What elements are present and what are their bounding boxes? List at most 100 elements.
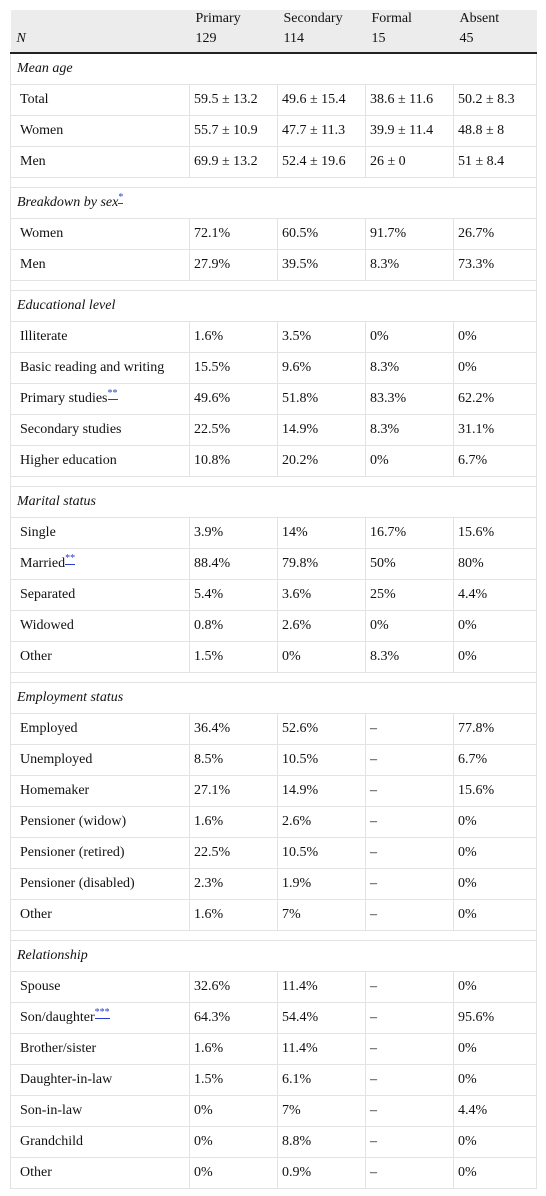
footnote-link[interactable]: ** <box>107 388 118 401</box>
row-label-cell: Primary studies** <box>10 383 190 415</box>
value-cell: 26.7% <box>453 218 537 250</box>
table-row: Other 0% 0.9% –0% <box>10 1157 537 1189</box>
value-cell: – <box>365 806 454 838</box>
value-cell: – <box>365 744 454 776</box>
value-cell: 1.6% <box>189 806 278 838</box>
value-cell: 2.6% <box>277 610 366 642</box>
value-cell: 52.4 ± 19.6 <box>277 146 366 178</box>
table-row: Pensioner (retired) 22.5% 10.5% –0% <box>10 837 537 869</box>
footnote-link[interactable]: ** <box>65 553 76 566</box>
value-cell: 14.9% <box>277 775 366 807</box>
section-spacer-cell <box>10 476 537 487</box>
value-cell: – <box>365 713 454 745</box>
section-header-row: Employment status <box>10 682 537 714</box>
value-cell: 11.4% <box>277 971 366 1003</box>
header-n-label: N <box>10 31 190 54</box>
value-cell: 0% <box>189 1157 278 1189</box>
value-cell: 77.8% <box>453 713 537 745</box>
value-cell: – <box>365 899 454 931</box>
table-row: Women 55.7 ± 10.9 47.7 ± 11.3 39.9 ± 11.4 48… <box>10 115 537 147</box>
value-cell: 0% <box>453 641 537 673</box>
row-label-cell: Women <box>10 115 190 147</box>
row-label-cell: Pensioner (retired) <box>10 837 190 869</box>
value-cell: 14.9% <box>277 414 366 446</box>
value-cell: 9.6% <box>277 352 366 384</box>
value-cell: – <box>365 1064 454 1096</box>
table-body: Mean age Total 59.5 ± 13.2 49.6 ± 15.4 38.6 … <box>10 53 537 1189</box>
row-label: Spouse <box>20 979 61 994</box>
row-label-cell: Daughter-in-law <box>10 1064 190 1096</box>
row-label: Single <box>20 525 56 540</box>
row-label: Grandchild <box>20 1134 83 1149</box>
value-cell: 79.8% <box>277 548 366 580</box>
footnote-link[interactable]: * <box>118 192 124 205</box>
value-cell: 6.7% <box>453 744 537 776</box>
value-cell: 59.5 ± 13.2 <box>189 84 278 116</box>
value-cell: 3.9% <box>189 517 278 549</box>
value-cell: 6.1% <box>277 1064 366 1096</box>
section-header-row: Relationship <box>10 940 537 972</box>
section-spacer <box>10 672 537 683</box>
value-cell: – <box>365 1095 454 1127</box>
section-spacer-cell <box>10 280 537 291</box>
section-spacer <box>10 280 537 291</box>
row-label: Women <box>20 226 64 241</box>
row-label-cell: Other <box>10 899 190 931</box>
value-cell: 0% <box>453 1157 537 1189</box>
value-cell: 25% <box>365 579 454 611</box>
row-label: Basic reading and writing <box>20 360 165 375</box>
value-cell: 26 ± 0 <box>365 146 454 178</box>
table-row: Illiterate 1.6% 3.5% 0% 0% <box>10 321 537 353</box>
table-row: Separated 5.4% 3.6% 25% 4.4% <box>10 579 537 611</box>
value-cell: 36.4% <box>189 713 278 745</box>
section-spacer <box>10 476 537 487</box>
value-cell: – <box>365 1033 454 1065</box>
table-row: Unemployed 8.5% 10.5% –6.7% <box>10 744 537 776</box>
value-cell: – <box>365 971 454 1003</box>
value-cell: 0% <box>453 610 537 642</box>
row-label-cell: Married** <box>10 548 190 580</box>
table-row: Basic reading and writing 15.5% 9.6% 8.3% 0% <box>10 352 537 384</box>
table-row: Single 3.9% 14% 16.7% 15.6% <box>10 517 537 549</box>
value-cell: 1.5% <box>189 1064 278 1096</box>
row-label-cell: Homemaker <box>10 775 190 807</box>
value-cell: 39.9 ± 11.4 <box>365 115 454 147</box>
row-label: Other <box>20 649 52 664</box>
value-cell: 73.3% <box>453 249 537 281</box>
section-spacer-cell <box>10 177 537 188</box>
row-label: Other <box>20 1165 52 1180</box>
value-cell: 14% <box>277 517 366 549</box>
value-cell: 60.5% <box>277 218 366 250</box>
value-cell: 0% <box>189 1095 278 1127</box>
section-title: Relationship <box>17 948 88 963</box>
value-cell: 0.8% <box>189 610 278 642</box>
value-cell: 0% <box>453 868 537 900</box>
row-label-cell: Single <box>10 517 190 549</box>
value-cell: 2.6% <box>277 806 366 838</box>
row-label: Employed <box>20 721 78 736</box>
value-cell: – <box>365 1126 454 1158</box>
row-label-cell: Son/daughter*** <box>10 1002 190 1034</box>
value-cell: 1.6% <box>189 1033 278 1065</box>
section-title: Breakdown by sex <box>17 195 119 210</box>
value-cell: 2.3% <box>189 868 278 900</box>
row-label-cell: Other <box>10 641 190 673</box>
value-cell: 0% <box>365 445 454 477</box>
value-cell: 83.3% <box>365 383 454 415</box>
value-cell: 1.6% <box>189 899 278 931</box>
row-label-cell: Women <box>10 218 190 250</box>
value-cell: 4.4% <box>453 1095 537 1127</box>
header-n-absent: 45 <box>453 31 537 54</box>
section-title-cell: Educational level <box>10 290 537 322</box>
footnote-link[interactable]: *** <box>94 1007 110 1020</box>
value-cell: 10.5% <box>277 744 366 776</box>
section-title-cell: Marital status <box>10 486 537 518</box>
value-cell: – <box>365 868 454 900</box>
value-cell: 8.3% <box>365 249 454 281</box>
value-cell: 1.6% <box>189 321 278 353</box>
value-cell: 0.9% <box>277 1157 366 1189</box>
value-cell: 22.5% <box>189 414 278 446</box>
section-title-cell: Relationship <box>10 940 537 972</box>
value-cell: 15.5% <box>189 352 278 384</box>
value-cell: 8.3% <box>365 641 454 673</box>
